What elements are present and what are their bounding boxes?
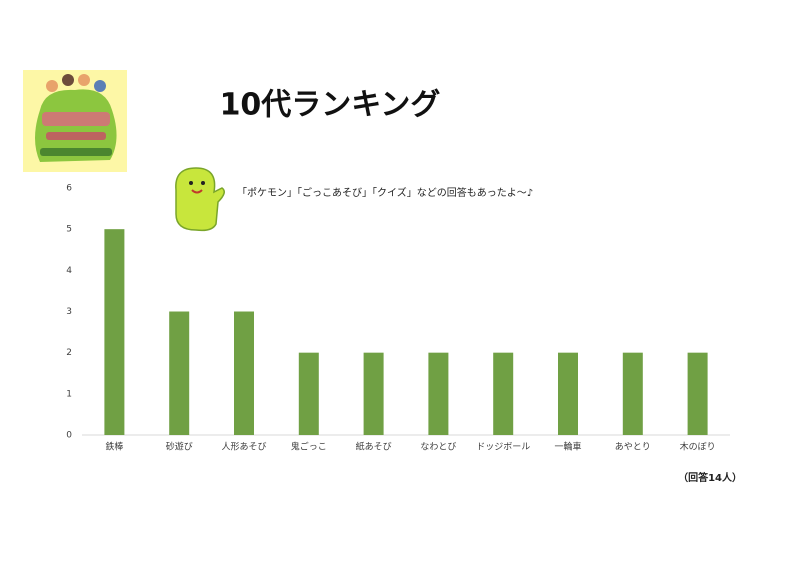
bar	[493, 352, 514, 435]
bar	[428, 352, 449, 435]
annotation: 「ポケモン」「ごっこあそび」「クイズ」などの回答もあったよ〜♪	[237, 186, 533, 199]
x-tick-label: ドッジボール	[476, 442, 530, 453]
bar	[234, 311, 254, 435]
bar	[298, 352, 319, 435]
y-tick-label: 1	[66, 389, 72, 399]
x-tick-label: 木のぼり	[680, 441, 716, 453]
y-tick-label: 5	[66, 225, 72, 235]
x-tick-label: あやとり	[615, 442, 651, 453]
bar	[104, 229, 125, 435]
x-tick-label: 鬼ごっこ	[291, 441, 327, 453]
x-tick-label: 一輪車	[554, 441, 581, 453]
bar	[169, 311, 190, 435]
bar	[363, 352, 384, 435]
x-tick-label: 鉄棒	[105, 441, 123, 453]
bar	[687, 352, 708, 435]
logo	[23, 70, 127, 172]
chart-title: 10代ランキング	[220, 88, 441, 123]
bar	[622, 352, 643, 435]
y-tick-label: 6	[66, 184, 72, 194]
y-tick-label: 0	[66, 431, 72, 441]
x-tick-label: なわとび	[420, 442, 456, 453]
bar	[558, 352, 578, 435]
note: （回答14人）	[678, 471, 742, 484]
x-tick-label: 砂遊び	[166, 441, 193, 453]
mascot	[175, 167, 225, 232]
x-tick-label: 人形あそび	[221, 441, 266, 453]
y-tick-label: 2	[66, 348, 72, 358]
y-tick-label: 3	[66, 307, 72, 317]
y-tick-label: 4	[66, 266, 72, 276]
x-tick-label: 紙あそび	[356, 441, 392, 453]
